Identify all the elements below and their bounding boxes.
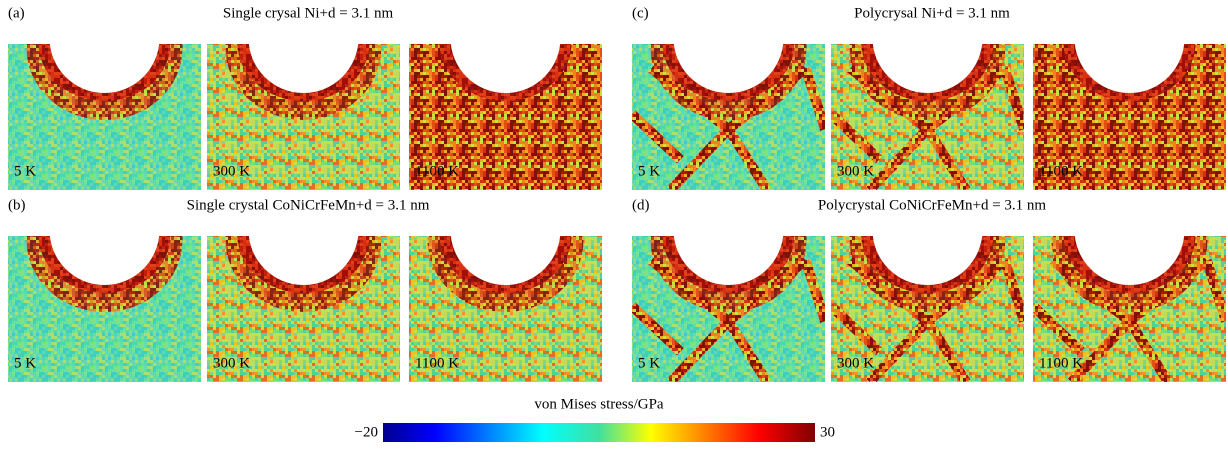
simulation-image [632,230,825,382]
temperature-label: 5 K [638,355,660,371]
simulation-image [8,38,201,190]
panel-label: (a) [8,5,25,21]
colorbar-label: von Mises stress/GPa [534,396,664,412]
colorbar-tick-label: −20 [355,424,378,440]
temperature-label: 1100 K [1039,355,1083,371]
simulation-image [1033,38,1226,190]
simulation-image [8,230,201,382]
simulation-image [409,230,602,382]
simulation-image [831,230,1024,382]
panel-label: (b) [8,197,26,213]
temperature-label: 1100 K [1039,163,1083,179]
temperature-label: 300 K [213,355,250,371]
temperature-label: 1100 K [415,163,459,179]
panel-title: Single crystal CoNiCrFeMn+d = 3.1 nm [187,197,430,213]
simulation-image [207,230,400,382]
panel-title: Single crysal Ni+d = 3.1 nm [223,5,394,21]
simulation-image [207,38,400,190]
colorbar-tick-label: 30 [820,424,835,440]
panel-title: Polycrystal CoNiCrFeMn+d = 3.1 nm [818,197,1047,213]
temperature-label: 5 K [14,163,36,179]
simulation-image [831,38,1024,190]
panel-label: (c) [632,5,649,21]
simulation-image [632,38,825,190]
temperature-label: 300 K [837,355,874,371]
simulation-image [1033,230,1226,382]
temperature-label: 5 K [638,163,660,179]
temperature-label: 300 K [213,163,250,179]
temperature-label: 5 K [14,355,36,371]
panel-title: Polycrysal Ni+d = 3.1 nm [854,5,1010,21]
simulation-image [409,38,602,190]
temperature-label: 300 K [837,163,874,179]
temperature-label: 1100 K [415,355,459,371]
colorbar [383,423,815,442]
panel-label: (d) [632,197,650,213]
